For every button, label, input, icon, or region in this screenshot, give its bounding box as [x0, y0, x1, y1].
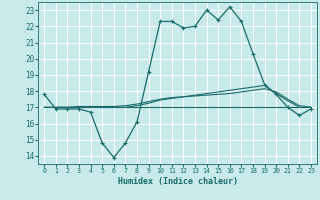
X-axis label: Humidex (Indice chaleur): Humidex (Indice chaleur) [118, 177, 238, 186]
